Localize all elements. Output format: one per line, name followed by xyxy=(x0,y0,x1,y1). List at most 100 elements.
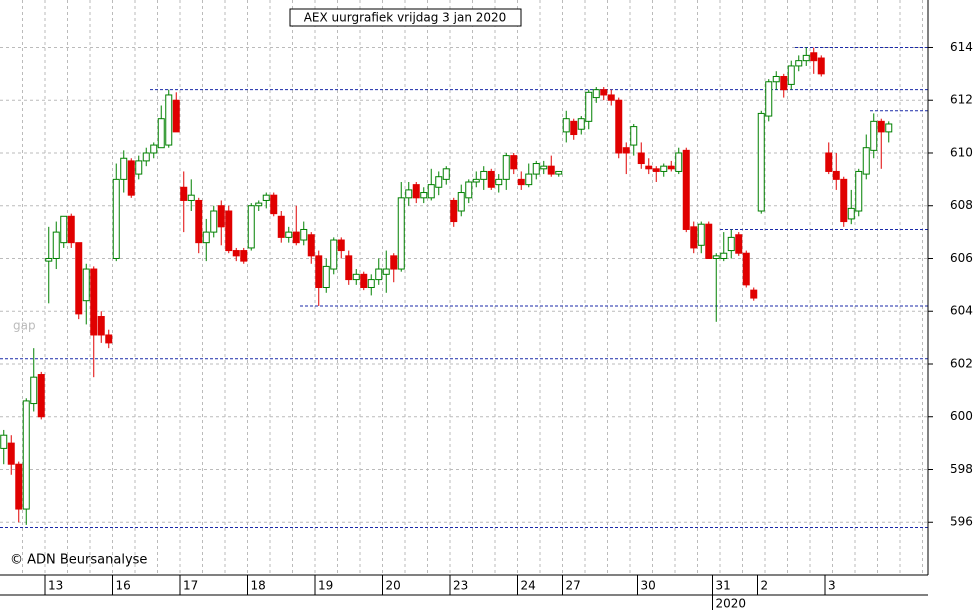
candle-body xyxy=(600,89,608,96)
candle-body xyxy=(765,81,773,117)
candle-body xyxy=(772,75,780,83)
candle-body xyxy=(52,231,60,259)
candle-body xyxy=(120,157,128,180)
candle-body xyxy=(510,155,518,170)
x-tick-label: 23 xyxy=(453,579,468,593)
x-tick-label: 16 xyxy=(116,579,131,593)
candle-body xyxy=(255,202,263,207)
candle-body xyxy=(315,255,323,288)
annotation: gap xyxy=(13,319,36,333)
title-box xyxy=(289,8,522,27)
candle-body xyxy=(412,184,420,199)
candle-body xyxy=(675,152,683,172)
candle-body xyxy=(127,160,135,196)
candle-body xyxy=(810,52,818,62)
candle-body xyxy=(0,434,8,449)
candle-body xyxy=(690,226,698,249)
candle-body xyxy=(390,255,398,270)
candle-body xyxy=(495,178,503,186)
candle-body xyxy=(97,316,105,336)
candle-body xyxy=(727,236,735,252)
candle-body xyxy=(705,223,713,259)
candle-body xyxy=(82,268,90,302)
candle-body xyxy=(202,231,210,244)
candle-body xyxy=(397,197,405,270)
candle-body xyxy=(607,94,615,101)
candle-body xyxy=(75,242,83,315)
candle-body xyxy=(225,210,233,252)
x-tick-label: 31 xyxy=(716,579,731,593)
candle-body xyxy=(480,170,488,180)
candle-body xyxy=(622,147,630,154)
candle-body xyxy=(735,234,743,254)
candle-body xyxy=(345,255,353,281)
candle-body xyxy=(187,194,195,201)
candle-body xyxy=(877,120,885,133)
candle-body xyxy=(847,207,855,220)
x-tick-label: 18 xyxy=(251,579,266,593)
candle-body xyxy=(330,239,338,270)
candle-body xyxy=(427,184,435,199)
candle-body xyxy=(195,199,203,244)
candle-body xyxy=(352,273,360,281)
candle-body xyxy=(270,194,278,215)
candle-body xyxy=(337,239,345,252)
year-label: 2020 xyxy=(716,597,747,610)
candle-body xyxy=(150,144,158,154)
candle-body xyxy=(360,273,368,288)
y-tick-label: 612 xyxy=(950,93,973,107)
candle-body xyxy=(382,268,390,275)
candles xyxy=(0,47,893,525)
candle-body xyxy=(870,120,878,151)
x-tick-label: 17 xyxy=(183,579,198,593)
candle-body xyxy=(742,252,750,286)
candle-body xyxy=(562,118,570,133)
candle-body xyxy=(832,170,840,180)
x-tick-label: 3 xyxy=(828,579,836,593)
candle-body xyxy=(637,152,645,165)
candle-body xyxy=(592,89,600,99)
y-tick-label: 598 xyxy=(950,462,973,476)
candle-body xyxy=(825,152,833,172)
candle-body xyxy=(240,250,248,262)
candle-body xyxy=(232,250,240,257)
candle-body xyxy=(667,165,675,170)
x-tick-label: 27 xyxy=(566,579,581,593)
candle-body xyxy=(802,54,810,62)
y-tick-label: 596 xyxy=(950,515,973,529)
candle-body xyxy=(862,147,870,175)
x-tick-label: 30 xyxy=(641,579,656,593)
candle-body xyxy=(105,334,113,344)
candle-body xyxy=(885,123,893,133)
candle-body xyxy=(135,160,143,175)
candle-body xyxy=(292,231,300,244)
candle-body xyxy=(450,199,458,223)
candle-body xyxy=(60,215,68,244)
candle-body xyxy=(570,120,578,136)
candle-body xyxy=(307,234,315,257)
candle-body xyxy=(547,165,555,175)
candle-body xyxy=(30,376,38,405)
candle-body xyxy=(660,165,668,172)
y-tick-label: 602 xyxy=(950,356,973,370)
levels xyxy=(0,46,928,529)
candle-body xyxy=(210,210,218,233)
candle-body xyxy=(217,205,225,228)
source: © ADN Beursanalyse xyxy=(10,553,147,568)
chart-title: AEX uurgrafiek vrijdag 3 jan 2020 xyxy=(304,11,507,25)
candle-body xyxy=(532,163,540,175)
candle-body xyxy=(817,57,825,75)
candle-body xyxy=(37,374,45,418)
candle-body xyxy=(300,228,308,241)
candle-body xyxy=(262,194,270,201)
candle-body xyxy=(472,178,480,183)
candle-body xyxy=(277,215,285,238)
candle-body xyxy=(487,170,495,188)
x-tick-label: 19 xyxy=(318,579,333,593)
candle-body xyxy=(757,112,765,212)
candle-body xyxy=(375,268,383,281)
candle-body xyxy=(465,181,473,199)
plot-area xyxy=(0,0,928,575)
